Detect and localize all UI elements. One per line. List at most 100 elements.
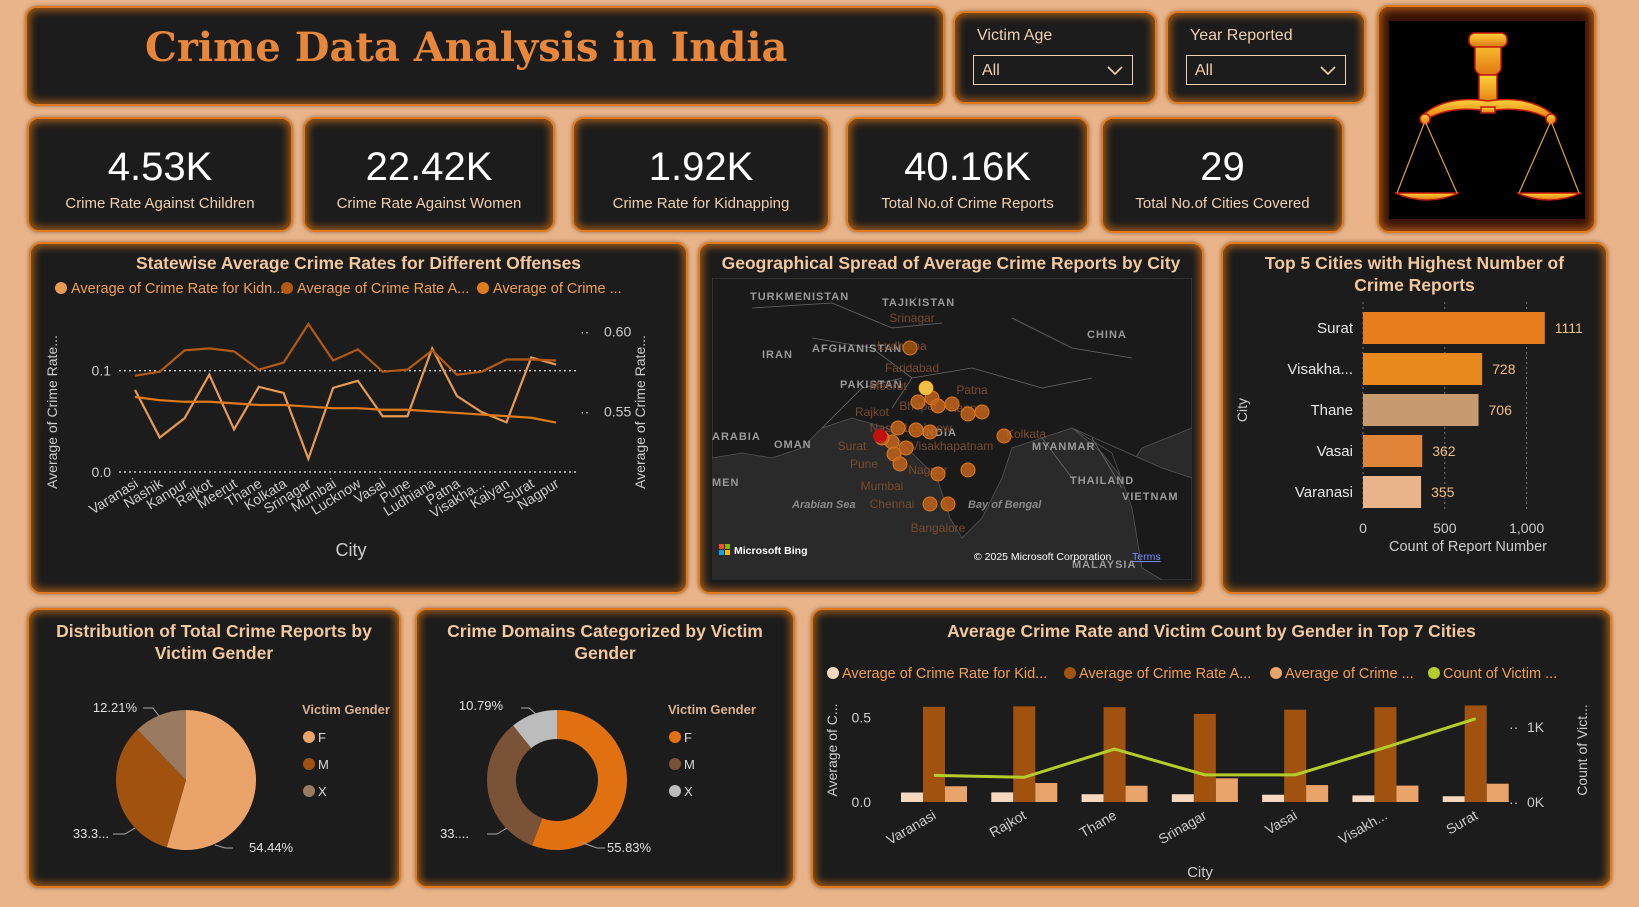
country-label: ARABIA <box>712 431 761 443</box>
legend-label: Average of Crime ... <box>1285 666 1414 682</box>
x-axis-title: City <box>336 540 367 560</box>
leader-line <box>521 707 538 716</box>
legend-marker <box>669 731 681 743</box>
kpi-card-kidnapping: 1.92K Crime Rate for Kidnapping <box>572 117 830 232</box>
combo-chart-card: Average Crime Rate and Victim Count by G… <box>811 608 1612 888</box>
data-label: 33.... <box>440 826 469 841</box>
y-tick-label: 0.1 <box>92 363 112 379</box>
city-label: Meerut <box>869 379 907 393</box>
city-bubble <box>898 440 914 456</box>
sea-label: Bay of Bengal <box>968 499 1042 511</box>
gender-donut-chart: 55.83% 33.... 10.79% Victim Gender FMX <box>440 698 756 855</box>
chart-title: Geographical Spread of Average Crime Rep… <box>721 253 1181 273</box>
bing-logo <box>725 550 730 555</box>
legend-marker <box>669 758 681 770</box>
country-label: AFGHANISTAN <box>812 343 902 355</box>
bar <box>1262 794 1285 802</box>
bar <box>991 792 1014 802</box>
top5-bar-chart-card: Top 5 Cities with Highest Number of Crim… <box>1221 242 1608 594</box>
y-right-tick-label: 0.60 <box>604 324 631 340</box>
leader-line <box>113 827 136 835</box>
legend-marker <box>303 758 315 770</box>
x-tick-label: 500 <box>1433 520 1457 536</box>
bar <box>945 786 967 802</box>
chart-title: Statewise Average Crime Rates for Differ… <box>135 253 582 273</box>
bar <box>1374 707 1397 802</box>
gender-pie-chart: 54.44% 33.3... 12.21% Victim Gender FMX <box>73 700 390 855</box>
x-axis-title: City <box>1187 864 1213 881</box>
data-label: 728 <box>1492 361 1516 377</box>
y-right-tick-mark: ·· <box>1509 719 1518 735</box>
kpi-value: 40.16K <box>904 145 1031 189</box>
city-label: Kolkata <box>1006 427 1046 441</box>
sea-label: Arabian Sea <box>791 499 856 511</box>
legend-title: Victim Gender <box>302 702 390 717</box>
country-label: CHINA <box>1087 329 1127 341</box>
data-label: 1111 <box>1555 320 1583 336</box>
city-bubble <box>922 496 938 512</box>
year-reported-dropdown[interactable]: All <box>1186 55 1346 85</box>
kpi-label: Crime Rate Against Women <box>336 195 522 212</box>
x-tick-label: Srinagar <box>1156 807 1210 847</box>
country-label: MYANMAR <box>1032 441 1095 453</box>
legend-marker <box>303 731 315 743</box>
legend-marker <box>477 282 489 294</box>
bar <box>1284 709 1307 802</box>
legend-label: Average of Crime Rate for Kidn... <box>71 282 284 297</box>
city-bubble <box>910 394 926 410</box>
city-label: Faridabad <box>885 361 939 375</box>
kpi-label: Crime Rate Against Children <box>65 195 255 212</box>
data-label: 12.21% <box>93 700 138 715</box>
statewise-line-chart: Average of Crime Rate for Kidn... Average… <box>44 282 648 560</box>
y-right-tick-mark: ·· <box>580 324 589 340</box>
bar <box>1013 706 1036 802</box>
victim-age-dropdown[interactable]: All <box>973 55 1133 85</box>
bar <box>1306 785 1329 802</box>
pie-slice <box>115 729 186 848</box>
city-label: Srinagar <box>889 311 934 325</box>
chevron-down-icon <box>1320 66 1336 76</box>
x-tick-label: Visakh... <box>1336 807 1390 848</box>
country-label: THAILAND <box>1070 475 1134 487</box>
kpi-value: 29 <box>1200 145 1245 189</box>
legend-marker <box>281 282 293 294</box>
map-terms-link: Terms <box>1132 551 1161 563</box>
x-tick-label: Varanasi <box>884 807 939 848</box>
legend-label: M <box>318 757 329 772</box>
india-crime-map[interactable]: TURKMENISTAN TAJIKISTAN IRAN AFGHANISTAN CHI… <box>712 278 1192 580</box>
city-label: Rajkot <box>855 405 890 419</box>
country-label: MEN <box>712 477 739 489</box>
city-bubble-highlight <box>873 429 887 443</box>
year-reported-slicer: Year Reported All <box>1166 11 1366 104</box>
kpi-card-women: 22.42K Crime Rate Against Women <box>303 117 555 232</box>
city-bubble <box>960 406 976 422</box>
legend-label: M <box>684 757 695 772</box>
leader-line <box>143 707 160 717</box>
x-tick-label: Rajkot <box>986 807 1028 841</box>
data-label: 54.44% <box>249 840 294 855</box>
bing-logo <box>725 544 730 549</box>
year-reported-label: Year Reported <box>1190 27 1293 44</box>
series-line <box>933 717 1477 779</box>
statewise-line-chart-card: Statewise Average Crime Rates for Differ… <box>29 242 688 594</box>
city-bubble <box>890 420 906 436</box>
country-label: TAJIKISTAN <box>882 297 955 309</box>
victim-age-value: All <box>982 62 1000 79</box>
year-reported-value: All <box>1195 62 1213 79</box>
city-bubble <box>922 424 938 440</box>
legend-marker <box>1270 667 1282 679</box>
legend-marker <box>827 667 839 679</box>
legend-label: X <box>684 784 693 799</box>
city-label: Ludhiana <box>877 339 927 353</box>
data-label: 10.79% <box>459 698 504 713</box>
pie-slice <box>487 725 543 846</box>
x-tick-label: Vasai <box>1262 807 1299 838</box>
bar <box>1363 394 1479 426</box>
kpi-value: 1.92K <box>648 145 754 189</box>
y-tick-label: Thane <box>1310 402 1353 419</box>
series-line <box>134 395 557 424</box>
kpi-value: 22.42K <box>365 145 493 189</box>
y-axis-title-left: Average of C... <box>824 703 840 796</box>
country-label: VIETNAM <box>1122 491 1179 503</box>
chart-title: Distribution of Total Crime Reports by V… <box>56 621 372 663</box>
